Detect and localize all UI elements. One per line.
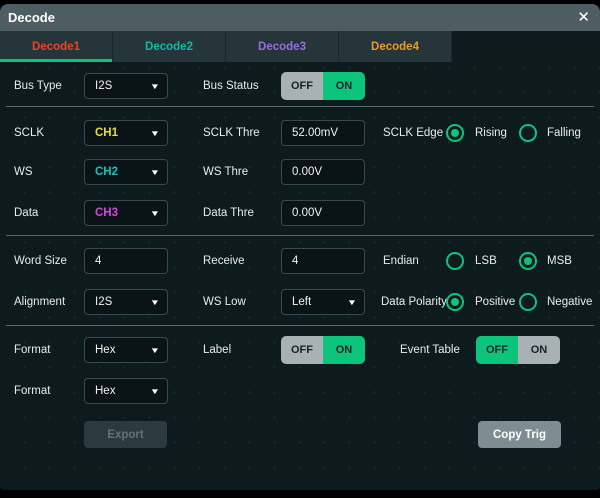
tab-decode2[interactable]: Decode2 bbox=[113, 31, 226, 62]
word-size-input[interactable]: 4 bbox=[84, 248, 168, 274]
format2-value: Hex bbox=[95, 385, 116, 397]
sclk-edge-rising-label[interactable]: Rising bbox=[475, 127, 507, 139]
tab-strip: Decode1 Decode2 Decode3 Decode4 bbox=[0, 31, 452, 62]
alignment-dropdown[interactable]: I2S ▼ bbox=[84, 289, 168, 315]
bus-status-toggle[interactable]: OFF ON bbox=[281, 72, 365, 100]
format-value: Hex bbox=[95, 344, 116, 356]
sclk-label: SCLK bbox=[14, 127, 45, 139]
sclk-edge-falling-radio[interactable] bbox=[519, 124, 537, 142]
format2-dropdown[interactable]: Hex ▼ bbox=[84, 378, 168, 404]
event-table-off[interactable]: OFF bbox=[476, 336, 518, 364]
data-label: Data bbox=[14, 207, 39, 219]
ws-low-dropdown[interactable]: Left ▼ bbox=[281, 289, 365, 315]
event-table-label: Event Table bbox=[400, 344, 460, 356]
label-off[interactable]: OFF bbox=[281, 336, 323, 364]
data-polarity-positive-label[interactable]: Positive bbox=[475, 296, 516, 308]
ws-thre-value: 0.00V bbox=[292, 166, 323, 178]
label-toggle[interactable]: OFF ON bbox=[281, 336, 365, 364]
active-tab-underline bbox=[0, 59, 112, 62]
ws-label: WS bbox=[14, 166, 33, 178]
receive-value: 4 bbox=[292, 255, 299, 267]
data-polarity-negative-label[interactable]: Negative bbox=[547, 296, 593, 308]
tab-decode2-label: Decode2 bbox=[145, 40, 193, 53]
export-button[interactable]: Export bbox=[84, 421, 167, 448]
ws-low-value: Left bbox=[292, 296, 312, 308]
word-size-value: 4 bbox=[95, 255, 102, 267]
tab-decode3[interactable]: Decode3 bbox=[226, 31, 339, 62]
data-channel-value: CH3 bbox=[95, 207, 119, 219]
tab-decode1-label: Decode1 bbox=[32, 40, 80, 53]
chevron-down-icon: ▼ bbox=[149, 208, 161, 218]
separator bbox=[6, 235, 594, 236]
ws-channel-dropdown[interactable]: CH2 ▼ bbox=[84, 159, 168, 185]
tab-row: Decode1 Decode2 Decode3 Decode4 bbox=[0, 31, 600, 62]
data-polarity-positive-radio[interactable] bbox=[446, 293, 464, 311]
bus-type-dropdown[interactable]: I2S ▼ bbox=[84, 73, 168, 99]
bus-type-value: I2S bbox=[95, 80, 113, 92]
format-label: Format bbox=[14, 344, 51, 356]
receive-label: Receive bbox=[203, 255, 245, 267]
separator bbox=[6, 325, 594, 326]
sclk-edge-rising-radio[interactable] bbox=[446, 124, 464, 142]
dialog-title: Decode bbox=[8, 10, 55, 25]
bus-type-label: Bus Type bbox=[14, 80, 62, 92]
decode-dialog: Decode ✕ Decode1 Decode2 Decode3 Decode4 bbox=[0, 4, 600, 490]
ws-thre-label: WS Thre bbox=[203, 166, 249, 178]
chevron-down-icon: ▼ bbox=[149, 128, 161, 138]
data-thre-input[interactable]: 0.00V bbox=[281, 200, 365, 226]
sclk-thre-value: 52.00mV bbox=[292, 127, 339, 139]
data-polarity-label: Data Polarity bbox=[381, 296, 447, 308]
chevron-down-icon: ▼ bbox=[149, 81, 161, 91]
dialog-titlebar: Decode ✕ bbox=[0, 4, 600, 31]
event-table-on[interactable]: ON bbox=[518, 336, 560, 364]
tab-decode1[interactable]: Decode1 bbox=[0, 31, 113, 62]
label-toggle-label: Label bbox=[203, 344, 232, 356]
tab-decode4[interactable]: Decode4 bbox=[339, 31, 452, 62]
ws-low-label: WS Low bbox=[203, 296, 246, 308]
receive-input[interactable]: 4 bbox=[281, 248, 365, 274]
bus-status-off[interactable]: OFF bbox=[281, 72, 323, 100]
ws-thre-input[interactable]: 0.00V bbox=[281, 159, 365, 185]
chevron-down-icon: ▼ bbox=[149, 297, 161, 307]
data-thre-value: 0.00V bbox=[292, 207, 323, 219]
format2-label: Format bbox=[14, 385, 51, 397]
alignment-label: Alignment bbox=[14, 296, 66, 308]
format-dropdown[interactable]: Hex ▼ bbox=[84, 337, 168, 363]
sclk-channel-value: CH1 bbox=[95, 127, 119, 139]
tab-decode3-label: Decode3 bbox=[258, 40, 306, 53]
chevron-down-icon: ▼ bbox=[149, 167, 161, 177]
ws-channel-value: CH2 bbox=[95, 166, 119, 178]
sclk-channel-dropdown[interactable]: CH1 ▼ bbox=[84, 120, 168, 146]
endian-lsb-radio[interactable] bbox=[446, 252, 464, 270]
sclk-edge-label: SCLK Edge bbox=[383, 127, 444, 139]
tab-decode4-label: Decode4 bbox=[371, 40, 419, 53]
endian-lsb-label[interactable]: LSB bbox=[475, 255, 497, 267]
event-table-toggle[interactable]: OFF ON bbox=[476, 336, 560, 364]
separator bbox=[6, 106, 594, 107]
bus-status-label: Bus Status bbox=[203, 80, 259, 92]
dialog-body: Bus Type I2S ▼ Bus Status OFF ON SCLK CH… bbox=[0, 62, 600, 490]
data-channel-dropdown[interactable]: CH3 ▼ bbox=[84, 200, 168, 226]
sclk-thre-input[interactable]: 52.00mV bbox=[281, 120, 365, 146]
endian-msb-radio[interactable] bbox=[519, 252, 537, 270]
data-thre-label: Data Thre bbox=[203, 207, 254, 219]
word-size-label: Word Size bbox=[14, 255, 67, 267]
bus-status-on[interactable]: ON bbox=[323, 72, 365, 100]
close-icon[interactable]: ✕ bbox=[577, 9, 590, 26]
sclk-edge-falling-label[interactable]: Falling bbox=[547, 127, 581, 139]
label-on[interactable]: ON bbox=[323, 336, 365, 364]
chevron-down-icon: ▼ bbox=[149, 386, 161, 396]
sclk-thre-label: SCLK Thre bbox=[203, 127, 260, 139]
alignment-value: I2S bbox=[95, 296, 113, 308]
endian-msb-label[interactable]: MSB bbox=[547, 255, 572, 267]
chevron-down-icon: ▼ bbox=[149, 345, 161, 355]
endian-label: Endian bbox=[383, 255, 419, 267]
chevron-down-icon: ▼ bbox=[346, 297, 358, 307]
copy-trig-button[interactable]: Copy Trig bbox=[478, 421, 561, 448]
data-polarity-negative-radio[interactable] bbox=[519, 293, 537, 311]
